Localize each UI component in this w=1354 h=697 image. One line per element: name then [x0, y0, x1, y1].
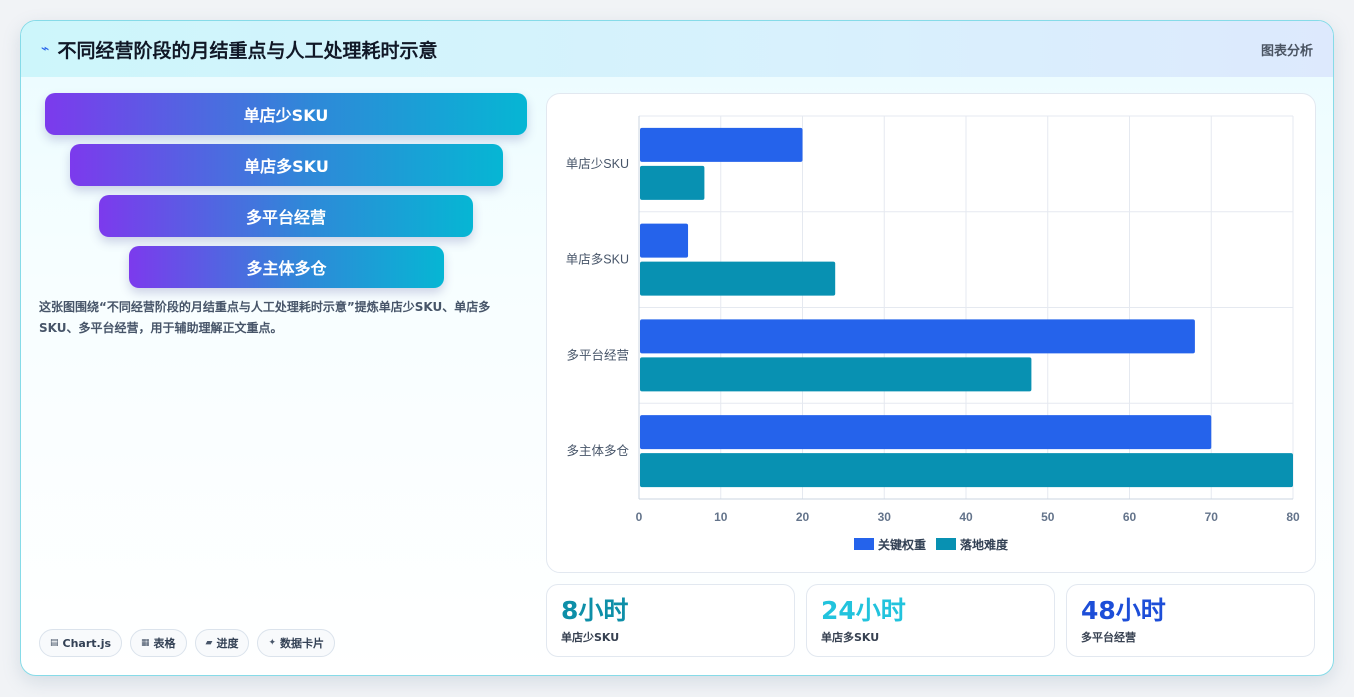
stage-funnel: 单店少SKU 单店多SKU 多平台经营 多主体多仓	[21, 91, 551, 291]
stat-card: 24小时 单店多SKU	[806, 584, 1055, 657]
funnel-step: 单店少SKU	[45, 93, 527, 135]
y-tick-label: 多主体多仓	[566, 444, 629, 458]
chart-description: 这张图围绕“不同经营阶段的月结重点与人工处理耗时示意”提炼单店少SKU、单店多S…	[39, 300, 491, 335]
grid-icon: ▦	[141, 638, 150, 648]
legend-swatch	[936, 538, 956, 550]
x-tick-label: 80	[1286, 510, 1300, 524]
stat-value: 24小时	[821, 596, 906, 625]
report-card: ⌁ 不同经营阶段的月结重点与人工处理耗时示意 图表分析 单店少SKU 单店多SK…	[20, 20, 1334, 676]
bar-key-weight	[640, 223, 689, 258]
stat-card: 48小时 多平台经营	[1066, 584, 1315, 657]
bar-difficulty	[640, 453, 1293, 488]
x-tick-label: 20	[796, 510, 810, 524]
feature-tags: ▤ Chart.js ▦ 表格 ▰ 进度 ✦ 数据卡片	[39, 629, 336, 657]
sparkle-icon: ✦	[268, 638, 277, 648]
legend-swatch	[854, 538, 874, 550]
funnel-step: 多平台经营	[99, 195, 473, 237]
bar-key-weight	[640, 127, 803, 162]
y-tick-label: 单店多SKU	[566, 253, 629, 267]
x-tick-label: 30	[878, 510, 892, 524]
tag-chartjs[interactable]: ▤ Chart.js	[39, 629, 123, 657]
x-tick-label: 0	[636, 510, 643, 524]
x-tick-label: 10	[714, 510, 728, 524]
chart-line-icon: ⌁	[41, 41, 50, 57]
bar-difficulty	[640, 261, 836, 296]
stat-card: 8小时 单店少SKU	[546, 584, 795, 657]
tag-label: 表格	[153, 637, 176, 650]
stat-value: 8小时	[561, 596, 629, 625]
card-header: ⌁ 不同经营阶段的月结重点与人工处理耗时示意 图表分析	[21, 21, 1333, 77]
bar-difficulty	[640, 357, 1032, 392]
tag-label: Chart.js	[62, 636, 112, 650]
bar-key-weight	[640, 415, 1212, 450]
legend-label: 关键权重	[878, 537, 926, 552]
y-tick-label: 多平台经营	[566, 347, 629, 362]
stat-label: 多平台经营	[1081, 631, 1136, 644]
x-tick-label: 60	[1123, 510, 1137, 524]
legend-label: 落地难度	[960, 537, 1009, 552]
bar-chart-panel: 单店少SKU 单店多SKU 多平台经营多主体多仓 0 10 20 30 40 50 60 70 80 关…	[546, 93, 1316, 573]
progress-icon: ▰	[205, 638, 213, 648]
tag-table[interactable]: ▦ 表格	[130, 629, 187, 657]
tag-label: 进度	[216, 637, 239, 650]
page-title: 不同经营阶段的月结重点与人工处理耗时示意	[57, 39, 438, 62]
bar-difficulty	[640, 165, 705, 200]
bar-key-weight	[640, 319, 1195, 354]
header-tag: 图表分析	[1260, 43, 1313, 59]
x-tick-label: 70	[1205, 510, 1219, 524]
x-tick-label: 40	[959, 510, 973, 524]
stat-value: 48小时	[1081, 596, 1166, 625]
funnel-step: 多主体多仓	[129, 246, 444, 288]
x-tick-label: 50	[1041, 510, 1055, 524]
tag-label: 数据卡片	[280, 637, 325, 650]
table-icon: ▤	[50, 638, 59, 648]
tag-data-card[interactable]: ✦ 数据卡片	[257, 629, 336, 657]
tag-progress[interactable]: ▰ 进度	[194, 629, 250, 657]
y-tick-label: 单店少SKU	[566, 157, 629, 171]
funnel-step: 单店多SKU	[70, 144, 503, 186]
stat-label: 单店少SKU	[561, 631, 620, 644]
stat-label: 单店多SKU	[821, 631, 880, 644]
